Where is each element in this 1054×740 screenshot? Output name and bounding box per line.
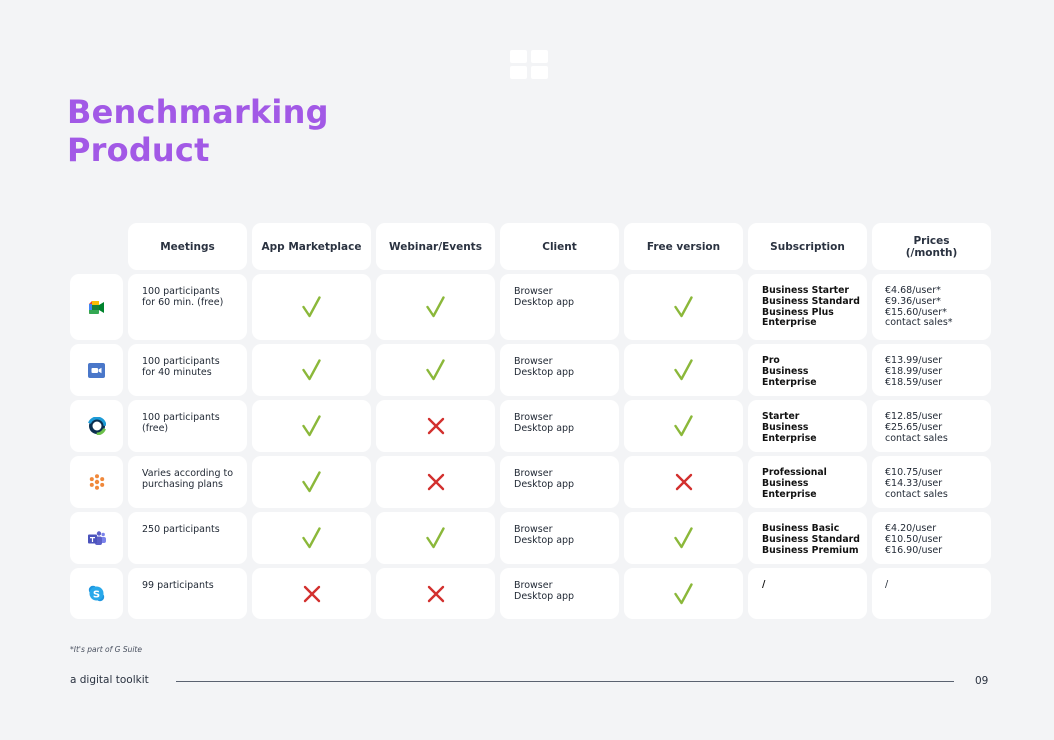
client-cell: Browser Desktop app — [500, 568, 619, 619]
check-icon — [674, 582, 693, 605]
webex-icon — [87, 417, 106, 435]
free-version-cell — [624, 274, 743, 340]
check-icon — [426, 527, 445, 549]
benchmark-table: Meetings App Marketplace Webinar/Events … — [70, 223, 991, 619]
free-version-cell — [624, 568, 743, 619]
subscription-cell: Starter Business Enterprise — [748, 400, 867, 452]
product-logo-cell: S — [70, 568, 123, 619]
client-cell: Browser Desktop app — [500, 400, 619, 452]
svg-text:S: S — [93, 589, 100, 600]
subscription-cell: / — [748, 568, 867, 619]
webinar-events-cell — [376, 400, 495, 452]
check-icon — [302, 471, 321, 493]
webinar-events-cell — [376, 344, 495, 396]
column-header-client: Client — [500, 223, 619, 270]
prices-cell: €10.75/user €14.33/user contact sales — [872, 456, 991, 508]
webinar-events-cell — [376, 512, 495, 564]
meetings-cell: 99 participants — [128, 568, 247, 619]
gotomeeting-icon — [89, 474, 105, 490]
google-meet-icon — [88, 300, 105, 314]
cross-icon — [427, 585, 445, 603]
window-grid-icon — [510, 50, 548, 80]
cross-icon — [427, 473, 445, 491]
column-header-webinar-events: Webinar/Events — [376, 223, 495, 270]
client-cell: Browser Desktop app — [500, 456, 619, 508]
free-version-cell — [624, 512, 743, 564]
meetings-cell: 250 participants — [128, 512, 247, 564]
client-cell: Browser Desktop app — [500, 512, 619, 564]
app-marketplace-cell — [252, 344, 371, 396]
prices-cell: €12.85/user €25.65/user contact sales — [872, 400, 991, 452]
free-version-cell — [624, 400, 743, 452]
page-title: Benchmarking Product — [67, 93, 329, 169]
product-logo-cell — [70, 456, 123, 508]
page-title-line1: Benchmarking — [67, 93, 329, 131]
webinar-events-cell — [376, 456, 495, 508]
footer-label: a digital toolkit — [70, 674, 149, 686]
product-logo-cell — [70, 400, 123, 452]
column-header-app-marketplace: App Marketplace — [252, 223, 371, 270]
page-number: 09 — [975, 675, 989, 687]
prices-cell: €13.99/user €18.99/user €18.59/user — [872, 344, 991, 396]
prices-cell: / — [872, 568, 991, 619]
subscription-cell: Business Basic Business Standard Busines… — [748, 512, 867, 564]
app-marketplace-cell — [252, 456, 371, 508]
cross-icon — [675, 473, 693, 491]
app-marketplace-cell — [252, 274, 371, 340]
column-header-meetings: Meetings — [128, 223, 247, 270]
check-icon — [674, 359, 693, 381]
product-logo-cell — [70, 344, 123, 396]
check-icon — [674, 296, 693, 318]
product-logo-cell — [70, 274, 123, 340]
meetings-cell: Varies according to purchasing plans — [128, 456, 247, 508]
webinar-events-cell — [376, 274, 495, 340]
cross-icon — [303, 585, 321, 603]
page-title-line2: Product — [67, 131, 210, 169]
subscription-cell: Pro Business Enterprise — [748, 344, 867, 396]
microsoft-teams-icon — [87, 530, 106, 546]
subscription-cell: Business Starter Business Standard Busin… — [748, 274, 867, 340]
free-version-cell — [624, 456, 743, 508]
skype-icon: S — [88, 585, 105, 602]
check-icon — [302, 296, 321, 318]
check-icon — [674, 527, 693, 549]
check-icon — [426, 296, 445, 318]
footer-divider — [176, 681, 954, 682]
meetings-cell: 100 participants for 40 minutes — [128, 344, 247, 396]
check-icon — [302, 415, 321, 437]
check-icon — [302, 359, 321, 381]
column-header-subscription: Subscription — [748, 223, 867, 270]
webinar-events-cell — [376, 568, 495, 619]
app-marketplace-cell — [252, 512, 371, 564]
subscription-cell: Professional Business Enterprise — [748, 456, 867, 508]
footnote: *It's part of G Suite — [70, 645, 142, 654]
client-cell: Browser Desktop app — [500, 274, 619, 340]
check-icon — [426, 359, 445, 381]
column-header-free-version: Free version — [624, 223, 743, 270]
check-icon — [674, 415, 693, 437]
zoom-icon — [88, 362, 105, 378]
corner-blank — [70, 223, 123, 270]
column-header-prices: Prices (/month) — [872, 223, 991, 270]
meetings-cell: 100 participants (free) — [128, 400, 247, 452]
prices-cell: €4.68/user* €9.36/user* €15.60/user* con… — [872, 274, 991, 340]
app-marketplace-cell — [252, 568, 371, 619]
meetings-cell: 100 participants for 60 min. (free) — [128, 274, 247, 340]
product-logo-cell — [70, 512, 123, 564]
app-marketplace-cell — [252, 400, 371, 452]
free-version-cell — [624, 344, 743, 396]
client-cell: Browser Desktop app — [500, 344, 619, 396]
check-icon — [302, 527, 321, 549]
cross-icon — [427, 417, 445, 435]
prices-cell: €4.20/user €10.50/user €16.90/user — [872, 512, 991, 564]
